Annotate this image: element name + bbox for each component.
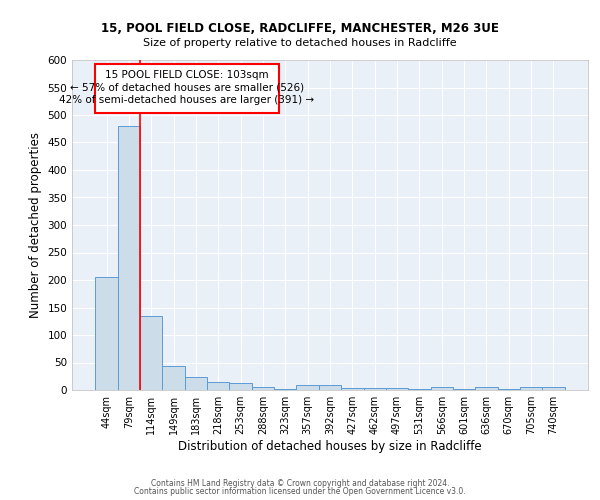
Text: 15 POOL FIELD CLOSE: 103sqm: 15 POOL FIELD CLOSE: 103sqm <box>105 70 269 81</box>
FancyBboxPatch shape <box>95 64 278 114</box>
Bar <box>207 382 229 390</box>
Bar <box>163 366 185 390</box>
Text: 15, POOL FIELD CLOSE, RADCLIFFE, MANCHESTER, M26 3UE: 15, POOL FIELD CLOSE, RADCLIFFE, MANCHES… <box>101 22 499 36</box>
Bar <box>386 388 408 390</box>
Bar <box>229 383 252 390</box>
Bar <box>542 387 565 390</box>
Text: ← 57% of detached houses are smaller (526): ← 57% of detached houses are smaller (52… <box>70 82 304 92</box>
Bar <box>475 387 497 390</box>
Bar <box>431 386 453 390</box>
Text: 42% of semi-detached houses are larger (391) →: 42% of semi-detached houses are larger (… <box>59 94 314 104</box>
Bar <box>252 387 274 390</box>
Bar <box>520 386 542 390</box>
Bar <box>185 377 207 390</box>
Bar <box>296 384 319 390</box>
Text: Contains HM Land Registry data © Crown copyright and database right 2024.: Contains HM Land Registry data © Crown c… <box>151 478 449 488</box>
Bar <box>364 388 386 390</box>
Bar <box>319 384 341 390</box>
Text: Contains public sector information licensed under the Open Government Licence v3: Contains public sector information licen… <box>134 487 466 496</box>
X-axis label: Distribution of detached houses by size in Radcliffe: Distribution of detached houses by size … <box>178 440 482 453</box>
Bar <box>274 389 296 390</box>
Bar <box>140 316 163 390</box>
Y-axis label: Number of detached properties: Number of detached properties <box>29 132 42 318</box>
Bar <box>341 388 364 390</box>
Text: Size of property relative to detached houses in Radcliffe: Size of property relative to detached ho… <box>143 38 457 48</box>
Bar <box>95 277 118 390</box>
Bar <box>118 126 140 390</box>
